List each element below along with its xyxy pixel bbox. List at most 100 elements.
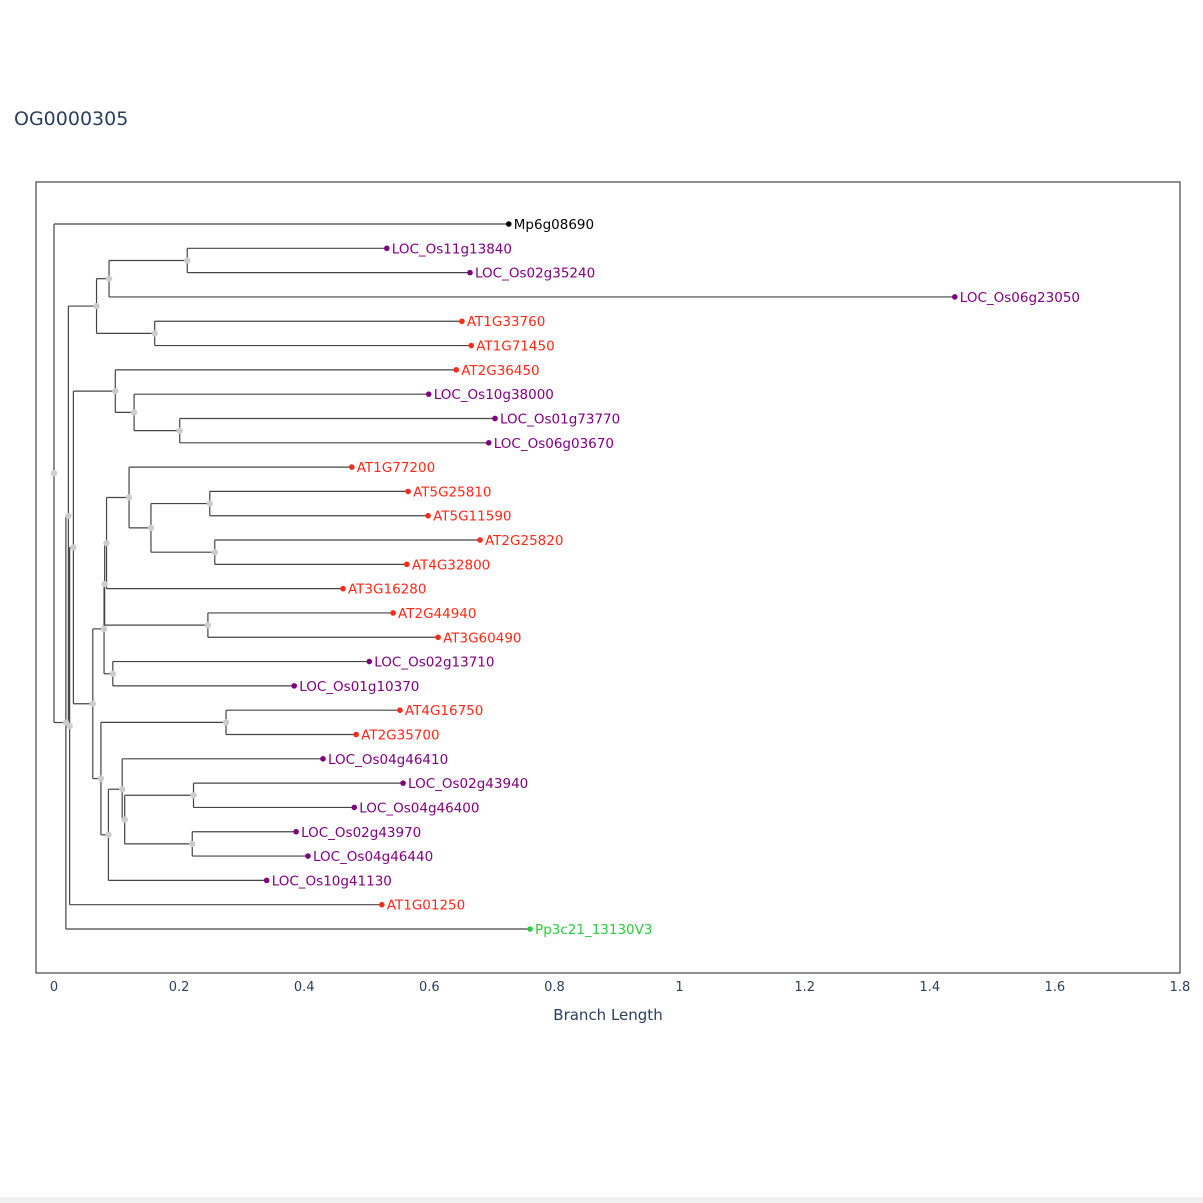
leaf-node[interactable] (952, 294, 958, 300)
internal-node (105, 275, 113, 282)
internal-node (97, 775, 105, 782)
leaf-label: LOC_Os02g43940 (408, 776, 528, 792)
leaf-label: LOC_Os01g10370 (299, 679, 419, 695)
leaf-node[interactable] (305, 853, 311, 859)
leaf-node[interactable] (459, 318, 465, 325)
internal-node (151, 330, 158, 337)
leaf-label: AT1G77200 (357, 460, 435, 476)
leaf-node[interactable] (468, 342, 475, 349)
internal-node (190, 792, 197, 799)
x-tick-label: 0.4 (294, 980, 315, 995)
plot-frame (35, 181, 1181, 974)
leaf-label: AT2G35700 (361, 728, 439, 744)
internal-node (93, 302, 100, 310)
internal-node (65, 512, 72, 520)
internal-node (222, 719, 230, 726)
x-tick-label: 1.8 (1170, 980, 1191, 995)
leaf-label: LOC_Os06g03670 (494, 436, 614, 452)
x-tick-label: 1.2 (794, 980, 815, 995)
x-tick-label: 1 (675, 980, 683, 995)
x-tick-label: 0.2 (169, 980, 190, 995)
x-tick-label: 0.6 (419, 980, 440, 995)
leaf-label: AT5G11590 (433, 509, 511, 525)
leaf-label: LOC_Os02g43970 (301, 825, 421, 841)
internal-node (118, 786, 126, 793)
leaf-node[interactable] (351, 804, 358, 811)
x-tick-label: 1.6 (1045, 980, 1066, 995)
x-tick-label: 0.8 (544, 980, 565, 995)
leaf-label: AT1G71450 (476, 339, 554, 355)
leaf-node[interactable] (492, 415, 498, 422)
leaf-node[interactable] (390, 610, 396, 616)
leaf-label: LOC_Os04g46410 (328, 752, 448, 768)
internal-node (62, 719, 70, 726)
leaf-label: AT3G16280 (348, 582, 426, 598)
leaf-node[interactable] (425, 512, 431, 519)
internal-node (130, 409, 138, 416)
leaf-node[interactable] (340, 585, 346, 592)
leaf-label: AT2G44940 (398, 606, 476, 622)
internal-node (204, 621, 212, 629)
leaf-node[interactable] (263, 877, 270, 884)
leaf-label: AT4G16750 (405, 703, 483, 719)
x-axis-ticks: 0 0.2 0.4 0.6 0.8 1 1.2 1.4 1.6 1.8 (50, 980, 1190, 995)
internal-node (206, 500, 213, 507)
leaf-label: LOC_Os02g35240 (475, 266, 595, 282)
leaf-node[interactable] (435, 634, 441, 641)
leaf-label: AT2G25820 (485, 533, 563, 549)
leaf-node[interactable] (467, 269, 473, 276)
leaf-label: LOC_Os06g23050 (960, 290, 1080, 306)
internal-node (211, 548, 218, 556)
leaf-label: AT5G25810 (413, 484, 491, 500)
leaf-node[interactable] (378, 901, 385, 908)
leaf-node[interactable] (397, 707, 403, 713)
leaf-node[interactable] (485, 439, 492, 446)
internal-node (109, 670, 117, 677)
leaf-label: LOC_Os10g41130 (272, 873, 392, 889)
leaf-label: AT2G36450 (461, 363, 539, 379)
leaf-label: AT1G01250 (387, 898, 465, 914)
leaf-label: LOC_Os02g13710 (374, 655, 494, 671)
leaf-label: AT4G32800 (412, 557, 490, 573)
leaf-node[interactable] (383, 245, 390, 252)
internal-node (112, 387, 119, 395)
leaf-label: LOC_Os04g46400 (359, 800, 479, 816)
x-tick-label: 0 (50, 980, 58, 995)
leaf-node[interactable] (291, 683, 298, 689)
internal-node (89, 700, 96, 707)
internal-node (50, 470, 58, 477)
internal-node (101, 580, 108, 588)
nodes (50, 257, 230, 848)
leaf-node[interactable] (320, 756, 326, 762)
leaf-label: Mp6g08690 (514, 217, 594, 233)
internal-node (125, 494, 133, 501)
leaf-node[interactable] (353, 731, 359, 738)
leaf-node[interactable] (505, 221, 512, 227)
leaf-label: LOC_Os01g73770 (500, 411, 620, 427)
internal-node (176, 427, 183, 434)
leaf-label: LOC_Os11g13840 (392, 241, 512, 257)
internal-node (184, 257, 191, 264)
leaf-node[interactable] (293, 828, 299, 835)
leaf-node[interactable] (404, 561, 410, 568)
bottom-strip (0, 1197, 1203, 1203)
chart-title: OG0000305 (14, 108, 129, 130)
leaf-node[interactable] (366, 658, 373, 665)
leaf-node[interactable] (348, 464, 355, 470)
leaf-node[interactable] (527, 926, 533, 932)
leaf-node[interactable] (405, 488, 411, 495)
internal-node (121, 816, 128, 823)
leaf-node[interactable] (400, 780, 406, 786)
leaf-label: LOC_Os10g38000 (434, 387, 554, 403)
leaf-node[interactable] (425, 391, 432, 397)
internal-node (100, 625, 108, 633)
leaf-label: AT1G33760 (467, 314, 545, 330)
internal-node (147, 524, 155, 532)
internal-node (70, 544, 77, 551)
leaf-node[interactable] (453, 367, 460, 373)
internal-node (189, 840, 196, 848)
x-axis-title: Branch Length (553, 1006, 662, 1024)
leaf-node[interactable] (477, 537, 483, 543)
